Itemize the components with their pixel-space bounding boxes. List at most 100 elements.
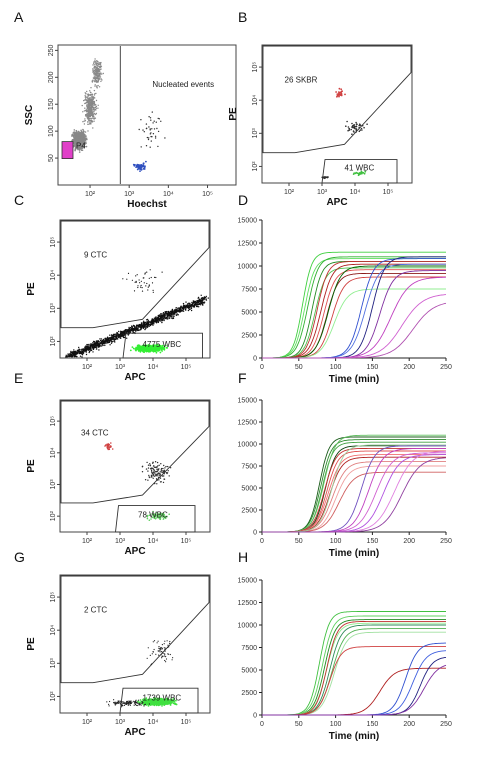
data-point <box>72 131 75 134</box>
data-point <box>91 104 93 106</box>
data-point <box>168 313 171 316</box>
data-point <box>96 60 98 62</box>
data-point <box>353 131 355 133</box>
y-tick-label: 0 <box>253 530 257 537</box>
data-point <box>190 305 192 307</box>
data-point <box>76 137 78 140</box>
data-point <box>84 107 86 109</box>
data-point <box>86 90 88 93</box>
data-point <box>157 316 159 318</box>
data-point <box>94 107 97 109</box>
data-point <box>146 322 148 324</box>
data-point <box>93 89 96 92</box>
data-point <box>89 103 91 106</box>
y-tick-label: 10³ <box>252 128 259 139</box>
data-point <box>145 285 147 287</box>
data-point <box>157 468 159 470</box>
data-point <box>90 348 92 350</box>
data-point <box>167 470 169 472</box>
data-point <box>158 315 161 317</box>
x-tick-label: 10⁵ <box>181 719 192 726</box>
data-point <box>98 86 101 88</box>
data-point <box>141 471 144 473</box>
data-point <box>147 467 150 469</box>
data-point <box>85 101 88 104</box>
data-point <box>99 62 101 64</box>
data-point <box>144 327 147 329</box>
y-tick-label: 10³ <box>50 303 57 314</box>
y-tick-label: 250 <box>48 44 55 56</box>
data-point <box>117 334 119 337</box>
data-point <box>99 342 102 344</box>
data-point <box>84 120 87 122</box>
data-point <box>80 350 83 352</box>
data-point <box>358 124 361 127</box>
data-point <box>85 114 87 116</box>
data-point <box>78 149 81 151</box>
data-point <box>149 349 152 351</box>
data-point <box>145 160 147 163</box>
data-point <box>344 93 346 96</box>
data-point <box>167 318 169 320</box>
data-point <box>152 322 154 324</box>
data-point <box>200 294 202 296</box>
data-point <box>167 465 169 468</box>
y-tick-label: 10⁴ <box>50 270 57 281</box>
data-point <box>141 290 144 292</box>
y-tick-label: 150 <box>48 98 55 110</box>
data-point <box>152 133 155 135</box>
x-tick-label: 10⁵ <box>383 189 394 196</box>
data-point <box>123 330 125 332</box>
data-point <box>158 118 160 120</box>
data-point <box>90 102 92 104</box>
data-point <box>104 344 106 347</box>
data-point <box>187 306 189 308</box>
data-point <box>150 119 152 121</box>
data-point <box>150 322 152 324</box>
data-point <box>351 126 353 128</box>
data-point <box>321 176 324 179</box>
data-point <box>162 467 164 470</box>
data-point <box>74 353 76 355</box>
data-point <box>142 129 144 131</box>
data-point <box>80 144 82 146</box>
data-point <box>191 301 193 304</box>
data-point <box>355 171 358 174</box>
data-point <box>97 107 99 109</box>
data-point <box>156 461 159 464</box>
data-point <box>197 303 199 306</box>
data-point <box>142 162 145 165</box>
data-point <box>335 91 337 93</box>
data-point <box>129 349 132 352</box>
data-point <box>145 145 148 147</box>
data-point <box>92 68 94 70</box>
data-point <box>190 309 193 312</box>
data-point <box>173 309 176 311</box>
data-point <box>160 313 162 315</box>
data-point <box>160 314 162 317</box>
data-point <box>88 98 91 100</box>
data-point <box>107 443 110 445</box>
data-point <box>122 333 124 335</box>
data-point <box>166 314 169 316</box>
data-point <box>78 132 81 135</box>
data-point <box>108 337 110 339</box>
data-point <box>154 473 156 475</box>
data-point <box>87 116 89 119</box>
data-point <box>91 103 94 105</box>
data-point <box>192 304 194 306</box>
data-point <box>93 101 96 103</box>
data-point <box>178 309 180 312</box>
data-point <box>92 343 94 345</box>
data-point <box>154 276 156 278</box>
data-point <box>122 336 125 339</box>
data-point <box>88 111 91 113</box>
data-point <box>152 289 154 291</box>
data-point <box>80 146 82 149</box>
data-point <box>92 64 94 66</box>
data-point <box>95 66 97 69</box>
data-point <box>77 141 80 144</box>
data-point <box>99 74 101 76</box>
data-point <box>187 309 190 312</box>
